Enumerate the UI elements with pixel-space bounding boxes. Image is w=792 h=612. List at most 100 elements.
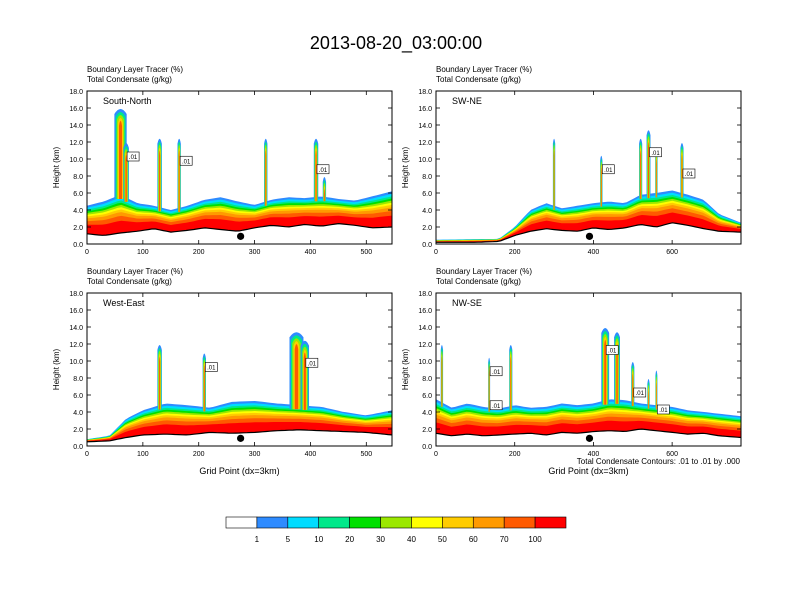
colorbar-swatch xyxy=(411,516,443,529)
plume-layer xyxy=(294,344,299,410)
colorbar-swatch xyxy=(472,516,505,529)
y-tick-label: 12.0 xyxy=(69,342,83,349)
y-tick-label: 10.0 xyxy=(418,359,432,366)
y-tick-label: 2.0 xyxy=(422,225,432,232)
y-tick-label: 8.0 xyxy=(73,174,83,181)
location-dot xyxy=(237,232,245,240)
colorbar-label: 20 xyxy=(345,535,354,544)
contour-label: .01 xyxy=(182,159,191,165)
x-tick-label: 100 xyxy=(137,451,149,458)
contour-label-box xyxy=(633,387,647,398)
contour-label: .01 xyxy=(308,361,317,367)
panel-frame xyxy=(435,292,742,447)
colorbar: 1 5 10 20 30 40 50 60 70 100 xyxy=(225,516,567,544)
y-tick-label: 8.0 xyxy=(73,376,83,383)
plot-area xyxy=(87,109,392,244)
panel-label: SW-NE xyxy=(452,96,482,106)
contour-label: .01 xyxy=(604,168,613,174)
y-tick-label: 8.0 xyxy=(422,174,432,181)
figure-title: 2013-08-20_03:00:00 xyxy=(310,33,482,54)
colorbar-label: 10 xyxy=(314,535,323,544)
x-axis-label: Grid Point (dx=3km) xyxy=(548,466,628,476)
panel-label: West-East xyxy=(103,298,145,308)
x-tick-label: 300 xyxy=(249,249,261,256)
terrain-line xyxy=(87,429,392,443)
x-tick-label: 100 xyxy=(137,249,149,256)
y-tick-label: 18.0 xyxy=(69,291,83,298)
x-tick-label: 400 xyxy=(305,451,317,458)
y-tick-label: 0.0 xyxy=(422,242,432,249)
colorbar-swatch xyxy=(442,516,474,529)
plume-layer xyxy=(118,120,123,199)
colorbar-label: 5 xyxy=(286,535,291,544)
plume-layer xyxy=(640,150,642,199)
colorbar-swatch xyxy=(256,516,289,529)
y-tick-label: 12.0 xyxy=(418,342,432,349)
colorbar-swatch xyxy=(349,516,381,529)
y-tick-label: 4.0 xyxy=(73,410,83,417)
x-tick-label: 500 xyxy=(360,451,372,458)
colorbar-swatch xyxy=(287,516,320,529)
contour-label-box xyxy=(126,151,140,162)
x-tick-label: 200 xyxy=(193,249,205,256)
x-tick-label: 600 xyxy=(666,451,678,458)
y-tick-label: 14.0 xyxy=(69,325,83,332)
y-tick-label: 4.0 xyxy=(422,410,432,417)
terrain-line xyxy=(436,428,741,439)
panel-2: 0.0 2.0 4.0 6.0 8.0 10.0 12.0 14.0 16.0 18.0 0 100 2… xyxy=(52,267,393,476)
plume-layer xyxy=(510,356,512,411)
plume-layer xyxy=(600,167,602,207)
y-tick-label: 18.0 xyxy=(418,89,432,96)
x-tick-label: 400 xyxy=(305,249,317,256)
colorbar-label: 60 xyxy=(469,535,478,544)
contour-label-box xyxy=(649,147,662,158)
colorbar-label: 40 xyxy=(407,535,416,544)
x-tick-label: 300 xyxy=(249,451,261,458)
x-tick-label: 400 xyxy=(588,451,600,458)
subtitle-condensate: Total Condensate (g/kg) xyxy=(436,277,521,286)
y-tick-label: 12.0 xyxy=(418,140,432,147)
terrain-line xyxy=(87,222,392,236)
colorbar-label: 70 xyxy=(500,535,509,544)
subtitle-condensate: Total Condensate (g/kg) xyxy=(87,75,172,84)
y-tick-label: 16.0 xyxy=(69,106,83,113)
contour-label: .01 xyxy=(651,151,660,157)
plot-area xyxy=(87,332,392,446)
contour-label: .01 xyxy=(608,349,617,355)
panel-frame xyxy=(86,90,393,245)
x-tick-label: 400 xyxy=(588,249,600,256)
colorbar-label: 30 xyxy=(376,535,385,544)
x-tick-label: 500 xyxy=(360,249,372,256)
colorbar-label: 50 xyxy=(438,535,447,544)
colorbar-swatch xyxy=(534,516,567,529)
panel-1: 0.0 2.0 4.0 6.0 8.0 10.0 12.0 14.0 16.0 18.0 0 200 4… xyxy=(401,65,742,256)
contour-label-box xyxy=(657,404,670,415)
y-axis-label: Height (km) xyxy=(401,348,410,390)
location-dot xyxy=(585,232,594,240)
x-axis-label: Grid Point (dx=3km) xyxy=(199,466,279,476)
plot-area xyxy=(436,328,741,446)
location-dot xyxy=(585,434,594,442)
subtitle-tracer: Boundary Layer Tracer (%) xyxy=(436,65,532,74)
y-tick-label: 2.0 xyxy=(73,225,83,232)
y-tick-label: 10.0 xyxy=(418,157,432,164)
y-tick-label: 18.0 xyxy=(418,291,432,298)
contour-label-box xyxy=(205,362,218,372)
colorbar-swatch xyxy=(225,516,258,529)
contour-label: .01 xyxy=(129,155,138,161)
terrain-line xyxy=(436,222,741,243)
y-tick-label: 6.0 xyxy=(422,191,432,198)
y-tick-label: 10.0 xyxy=(69,157,83,164)
y-tick-label: 2.0 xyxy=(422,427,432,434)
y-tick-label: 6.0 xyxy=(422,393,432,400)
plume-layer xyxy=(125,154,127,202)
contour-note: Total Condensate Contours: .01 to .01 by… xyxy=(577,457,741,466)
contour-label-box xyxy=(179,155,193,166)
location-dot xyxy=(237,434,245,442)
contour-label-box xyxy=(305,357,319,368)
subtitle-tracer: Boundary Layer Tracer (%) xyxy=(87,65,183,74)
plume-layer xyxy=(632,373,634,407)
x-tick-label: 0 xyxy=(434,249,438,256)
y-axis-label: Height (km) xyxy=(52,146,61,188)
plume-layer xyxy=(681,154,683,198)
